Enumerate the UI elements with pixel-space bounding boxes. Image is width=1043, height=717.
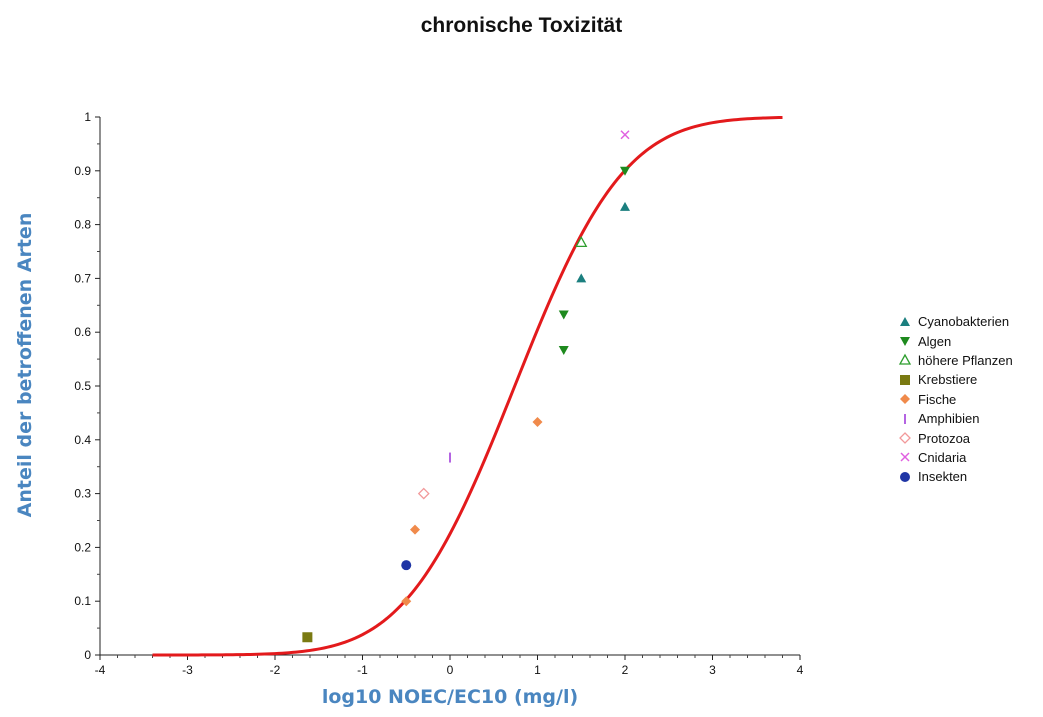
fitted-curve-layer (152, 115, 783, 657)
y-tick-label: 0.6 (74, 325, 91, 339)
data-point (401, 560, 412, 571)
legend-label: Amphibien (918, 411, 980, 427)
legend-label: Cnidaria (918, 449, 967, 465)
y-tick-label: 0.8 (74, 218, 91, 232)
legend-symbol (892, 430, 918, 446)
x-tick-label: -2 (270, 663, 281, 677)
data-point (302, 632, 313, 643)
y-tick-label: 1 (84, 110, 91, 124)
legend-label: höhere Pflanzen (918, 352, 1013, 368)
data-point (620, 130, 630, 140)
data-points-layer (302, 130, 630, 643)
legend-symbol (892, 391, 918, 407)
legend-label: Cyanobakterien (918, 314, 1010, 330)
x-tick-label: 1 (534, 663, 541, 677)
legend-label: Algen (918, 333, 952, 349)
y-axis-label: Anteil der betroffenen Arten (14, 212, 36, 518)
x-tick-label: -1 (357, 663, 368, 677)
x-tick-label: 2 (622, 663, 629, 677)
data-point (558, 345, 569, 355)
legend-symbol (892, 372, 918, 388)
x-tick-label: -3 (182, 663, 193, 677)
legend-label: Krebstiere (918, 372, 978, 388)
legend-marker (898, 354, 912, 366)
legend-label: Protozoa (918, 430, 971, 446)
legend-item: Krebstiere (892, 370, 1013, 389)
legend-item: Protozoa (892, 428, 1013, 447)
legend-item: Fische (892, 390, 1013, 409)
legend-marker (899, 432, 911, 444)
legend-label: Fische (918, 391, 957, 407)
y-tick-label: 0.7 (74, 271, 91, 285)
legend-item: Algen (892, 331, 1013, 350)
legend-marker (900, 471, 910, 482)
chart-title: chronische Toxizität (420, 14, 623, 37)
y-tick-label: 0.2 (74, 540, 91, 554)
x-tick-label: -4 (95, 663, 106, 677)
legend-item: Amphibien (892, 409, 1013, 428)
axes: -4 -3 -2 -1 0 1 2 3 4 0 0.1 0.2 0.3 0.4 0.5 0.6 0.7 0.8 0.… (74, 110, 803, 677)
legend-symbol (892, 333, 918, 349)
legend-marker (900, 316, 910, 326)
y-tick-label: 0.1 (74, 594, 91, 608)
x-tick-label: 0 (447, 663, 454, 677)
x-tick-label: 4 (797, 663, 804, 677)
legend-symbol (892, 469, 918, 485)
legend-label: Insekten (918, 469, 968, 485)
y-tick-label: 0.9 (74, 164, 91, 178)
legend-marker (900, 374, 910, 385)
data-point (410, 524, 420, 535)
y-tick-label: 0 (84, 648, 91, 662)
data-point (575, 236, 588, 248)
legend-marker (900, 337, 910, 347)
data-point (401, 596, 412, 607)
legend: Cyanobakterien Algen höhere Pflanzen Krebst… (892, 312, 1013, 487)
y-tick-label: 0.5 (74, 379, 91, 393)
data-point (558, 310, 569, 320)
data-point (417, 487, 430, 500)
legend-item: Cnidaria (892, 448, 1013, 467)
data-point (620, 201, 630, 211)
data-point (620, 166, 630, 176)
legend-item: Insekten (892, 467, 1013, 486)
fitted-curve (152, 115, 783, 657)
legend-marker (900, 452, 910, 462)
legend-symbol (892, 314, 918, 330)
y-tick-label: 0.4 (74, 433, 91, 447)
x-tick-label: 3 (709, 663, 716, 677)
y-tick-label: 0.3 (74, 487, 91, 501)
legend-item: Cyanobakterien (892, 312, 1013, 331)
legend-symbol (892, 449, 918, 465)
legend-item: höhere Pflanzen (892, 351, 1013, 370)
legend-symbol (892, 411, 918, 427)
data-point (532, 417, 543, 428)
data-point (576, 273, 587, 283)
legend-symbol (892, 352, 918, 368)
legend-marker (900, 394, 910, 405)
x-axis-label: log10 NOEC/EC10 (mg/l) (321, 686, 579, 708)
